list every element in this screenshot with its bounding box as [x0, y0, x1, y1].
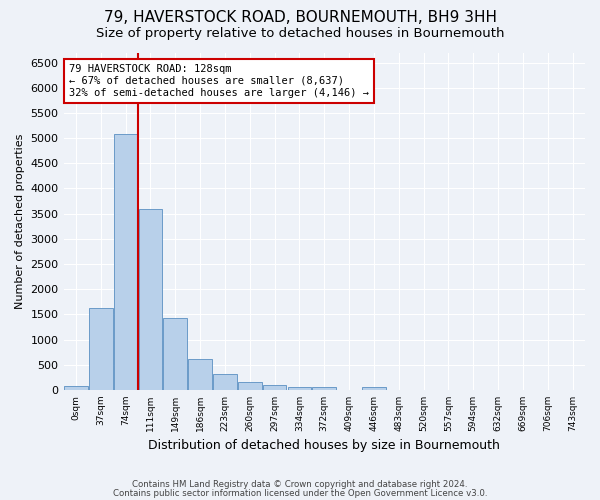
Bar [188, 358, 212, 390]
Text: Contains public sector information licensed under the Open Government Licence v3: Contains public sector information licen… [113, 488, 487, 498]
Bar [64, 386, 88, 390]
Bar [362, 387, 386, 390]
Bar [213, 374, 237, 390]
Bar [114, 134, 137, 390]
Bar [238, 382, 262, 390]
Text: 79 HAVERSTOCK ROAD: 128sqm
← 67% of detached houses are smaller (8,637)
32% of s: 79 HAVERSTOCK ROAD: 128sqm ← 67% of deta… [69, 64, 369, 98]
X-axis label: Distribution of detached houses by size in Bournemouth: Distribution of detached houses by size … [148, 440, 500, 452]
Bar [89, 308, 113, 390]
Bar [287, 387, 311, 390]
Bar [163, 318, 187, 390]
Text: Size of property relative to detached houses in Bournemouth: Size of property relative to detached ho… [96, 28, 504, 40]
Text: Contains HM Land Registry data © Crown copyright and database right 2024.: Contains HM Land Registry data © Crown c… [132, 480, 468, 489]
Bar [139, 208, 162, 390]
Y-axis label: Number of detached properties: Number of detached properties [15, 134, 25, 309]
Bar [263, 385, 286, 390]
Text: 79, HAVERSTOCK ROAD, BOURNEMOUTH, BH9 3HH: 79, HAVERSTOCK ROAD, BOURNEMOUTH, BH9 3H… [104, 10, 497, 25]
Bar [313, 388, 336, 390]
